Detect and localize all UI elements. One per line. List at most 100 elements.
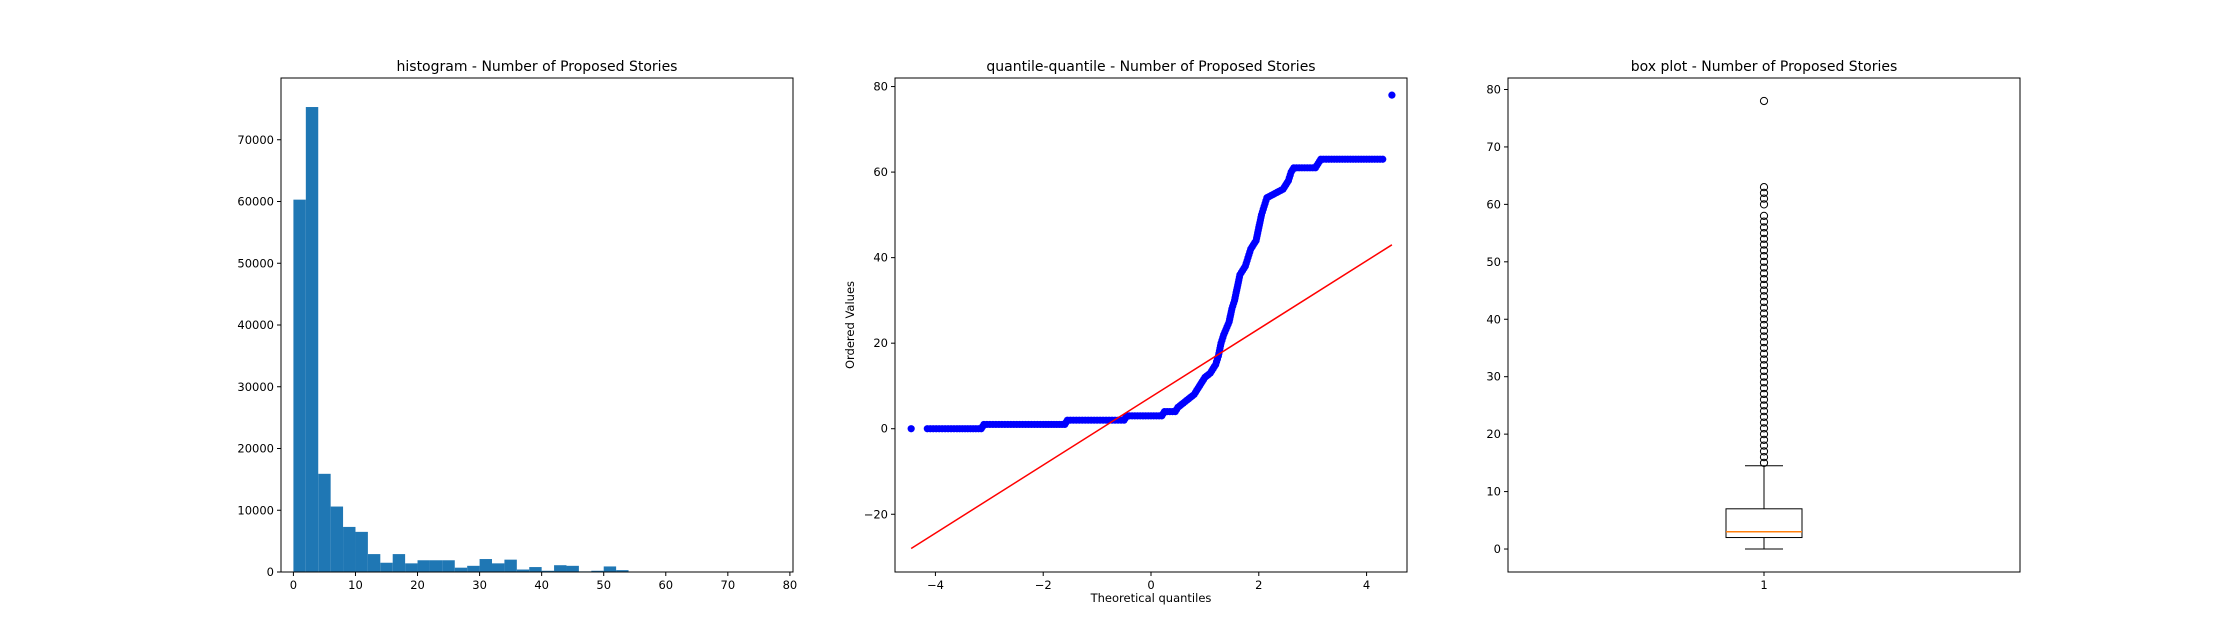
outlier-point <box>1759 430 1769 439</box>
outlier-point <box>1759 384 1769 393</box>
outlier-point <box>1759 309 1769 318</box>
x-tick-label: 4 <box>1363 578 1370 592</box>
outlier-point <box>1759 223 1769 232</box>
histogram-bar <box>591 570 604 572</box>
y-tick-label: 60 <box>1486 197 1501 211</box>
histogram-bar <box>429 560 443 572</box>
histogram-bar <box>454 567 468 572</box>
outlier-point <box>1759 274 1769 284</box>
histogram-bar <box>405 563 418 572</box>
histogram-bar <box>516 569 530 572</box>
outlier-point <box>1759 194 1769 203</box>
y-tick-label: 40 <box>1486 312 1501 326</box>
histogram-bar <box>442 560 455 572</box>
boxplot-chart: box plot - Number of Proposed Stories 0 10… <box>1486 59 2021 592</box>
y-tick-label: 20000 <box>237 442 274 456</box>
outlier-point <box>1759 280 1769 289</box>
y-tick-label: 30000 <box>237 380 274 394</box>
y-tick-label: 40000 <box>237 318 274 332</box>
x-tick-label: 2 <box>1255 578 1262 592</box>
y-tick-label: 20 <box>873 336 888 350</box>
histogram-bar <box>616 570 629 572</box>
histogram-bar <box>305 107 319 573</box>
outlier-point <box>1759 246 1769 255</box>
y-tick-label: 30 <box>1486 370 1501 384</box>
histogram-bar <box>492 563 505 572</box>
x-axis-label: Theoretical quantiles <box>1090 591 1212 605</box>
outlier-point <box>1759 389 1769 399</box>
outlier-point <box>1759 412 1769 422</box>
histogram-bar <box>566 565 579 572</box>
outlier-point <box>1759 183 1769 192</box>
histogram-bar <box>367 554 381 572</box>
outlier-point <box>1759 361 1769 370</box>
x-tick-label: 0 <box>1147 578 1154 592</box>
y-tick-label: 80 <box>873 80 888 94</box>
outlier-point <box>1759 269 1769 278</box>
outlier-point <box>1759 303 1769 312</box>
outlier-point <box>1759 343 1769 353</box>
y-tick-label: 50000 <box>237 256 274 270</box>
outlier-point <box>1759 349 1769 358</box>
outlier-point <box>1759 378 1769 387</box>
y-tick-label: −20 <box>864 507 888 521</box>
outlier-point <box>1759 200 1769 209</box>
outlier-point <box>1759 424 1769 433</box>
y-tick-label: 40 <box>873 251 888 265</box>
outlier-point <box>1759 332 1769 341</box>
outlier-point <box>1759 372 1769 381</box>
outlier-point <box>1759 297 1769 307</box>
outlier-point <box>1759 326 1769 335</box>
x-tick-label: 1 <box>1760 578 1767 592</box>
histogram-bar <box>467 565 480 572</box>
chart-title: quantile-quantile - Number of Proposed S… <box>986 59 1315 75</box>
x-tick-label: 30 <box>472 578 487 592</box>
chart-title: box plot - Number of Proposed Stories <box>1631 59 1898 75</box>
histogram-bar <box>380 562 393 572</box>
outlier-point <box>1759 234 1769 243</box>
histogram-bar <box>541 570 555 572</box>
outlier-point <box>1759 395 1769 404</box>
outlier-point <box>1759 240 1769 249</box>
x-tick-label: 70 <box>721 578 736 592</box>
histogram-bar <box>479 559 493 572</box>
outlier-point <box>1759 441 1769 450</box>
qq-point <box>907 425 915 433</box>
histogram-bar <box>330 506 344 572</box>
histogram-bar <box>293 199 306 572</box>
outlier-point <box>1759 96 1769 106</box>
y-tick-label: 60000 <box>237 195 274 209</box>
outlier-point <box>1759 315 1769 324</box>
histogram-bar <box>554 565 567 572</box>
outlier-point <box>1759 251 1769 261</box>
histogram-bar <box>504 559 517 572</box>
outlier-point <box>1759 418 1769 427</box>
outlier-point <box>1759 407 1769 416</box>
histogram-bar <box>392 554 406 572</box>
outlier-point <box>1759 292 1769 301</box>
y-axis-label: Ordered Values <box>843 281 857 369</box>
y-tick-label: 70000 <box>237 133 274 147</box>
y-tick-label: 0 <box>267 565 274 579</box>
y-tick-label: 20 <box>1486 427 1501 441</box>
outlier-point <box>1759 257 1769 266</box>
outlier-point <box>1759 435 1769 444</box>
outlier-point <box>1759 458 1769 467</box>
qq-point <box>1388 91 1396 99</box>
y-tick-label: 70 <box>1486 140 1501 154</box>
histogram-bar <box>355 531 368 572</box>
y-tick-label: 0 <box>1494 542 1501 556</box>
outlier-point <box>1759 211 1769 220</box>
plot-frame-2 <box>894 77 1408 573</box>
iqr-box <box>1725 508 1803 539</box>
x-tick-label: −4 <box>927 578 944 592</box>
x-tick-label: 20 <box>410 578 425 592</box>
qq-chart: quantile-quantile - Number of Proposed S… <box>843 59 1408 605</box>
outlier-point <box>1759 188 1769 197</box>
x-tick-label: 50 <box>596 578 611 592</box>
outlier-point <box>1759 263 1769 272</box>
histogram-chart: histogram - Number of Proposed Stories 0 1… <box>237 59 797 592</box>
y-tick-label: 10 <box>1486 485 1501 499</box>
y-tick-label: 60 <box>873 165 888 179</box>
